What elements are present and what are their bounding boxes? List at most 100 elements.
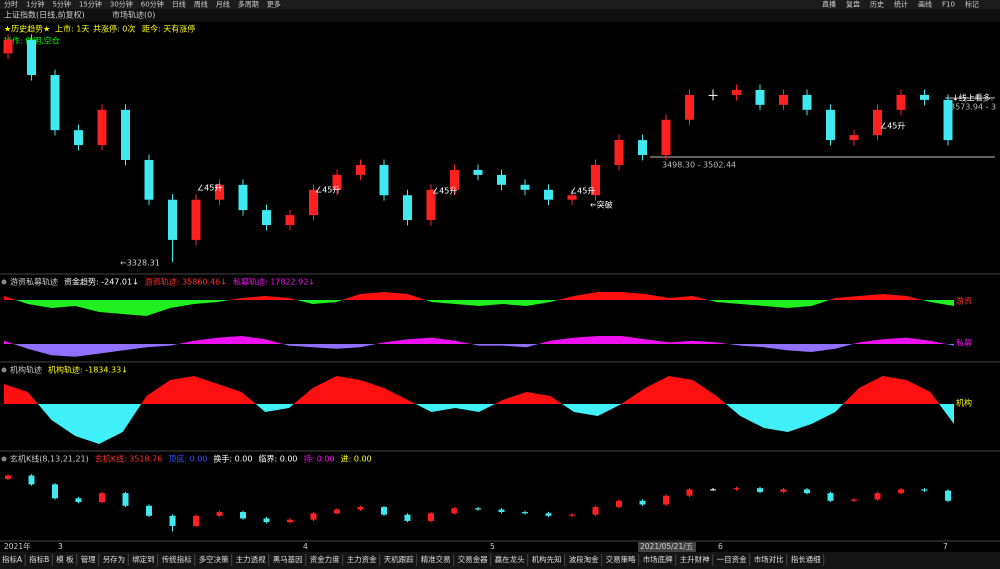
panel-icon	[1, 367, 7, 373]
period-button[interactable]: 日线	[172, 0, 186, 9]
period-button[interactable]: 多周期	[238, 0, 259, 9]
candle-body	[591, 164, 600, 196]
tab[interactable]: 市场轨迹(0)	[112, 10, 155, 20]
candle-body	[567, 195, 577, 200]
candle-body	[356, 164, 365, 175]
period-button[interactable]: 更多	[267, 0, 281, 9]
series-label: 机构	[956, 398, 972, 408]
candle-body	[287, 519, 293, 523]
candle-body	[849, 135, 859, 141]
indicator-tab[interactable]: 波段淘金	[569, 554, 599, 564]
candle-body	[896, 94, 906, 110]
tool-button[interactable]: 画线	[918, 0, 932, 9]
indicator-tab[interactable]: 指长通细	[791, 554, 821, 564]
period-button[interactable]: 月线	[216, 0, 230, 9]
indicator-tab[interactable]: 主升财神	[680, 554, 710, 564]
period-button[interactable]: 周线	[194, 0, 208, 9]
info: ★历史趋势★	[4, 24, 50, 34]
indicator-tab[interactable]: 主力透视	[236, 554, 266, 564]
panel-name: 游资私募轨迹	[10, 277, 58, 287]
area-positive	[4, 376, 954, 404]
candle-body	[334, 509, 340, 514]
indicator-tab[interactable]: 黑马基因	[273, 554, 303, 564]
period-button[interactable]: 5分钟	[52, 0, 70, 9]
candle-body	[945, 490, 951, 501]
period-button[interactable]: 60分钟	[141, 0, 164, 9]
tool-button[interactable]: 直播	[822, 0, 836, 9]
indicator-tab[interactable]: 管理	[81, 554, 96, 564]
indicator-tab[interactable]: 指标B	[29, 554, 49, 564]
indicator-tab[interactable]: 精准交易	[421, 554, 451, 564]
indicator-tab[interactable]: 另存为	[103, 554, 126, 564]
annotation: ∠45升	[432, 187, 457, 196]
tool-button[interactable]: 标记	[965, 0, 979, 9]
area-negative	[4, 344, 954, 357]
candle-body	[475, 508, 481, 510]
annotation: ∠45升	[315, 186, 340, 195]
tool-button[interactable]: F10	[942, 1, 955, 9]
candle-body	[710, 489, 716, 491]
candle-body	[921, 489, 928, 491]
period-button[interactable]: 15分钟	[79, 0, 102, 9]
tool-button[interactable]: 复盘	[846, 0, 860, 9]
candle-body	[920, 94, 929, 100]
candle-body	[780, 489, 787, 492]
indicator-tab[interactable]: 机构先知	[532, 554, 562, 564]
indicator-tab[interactable]: 天机跟踪	[384, 554, 414, 564]
tool-button[interactable]: 历史	[870, 0, 884, 9]
panel-icon	[1, 279, 7, 285]
indicator-tab[interactable]: 指标A	[2, 554, 23, 564]
candle-body	[27, 39, 36, 76]
panel-name: 玄机K线(8,13,21,21)	[10, 454, 89, 464]
indicator-tab[interactable]: 交易金器	[458, 554, 488, 564]
annotation: ∠45升	[197, 184, 222, 193]
candle-body	[757, 488, 763, 492]
period-button[interactable]: 30分钟	[110, 0, 133, 9]
indicator-tab[interactable]: 一目资金	[717, 554, 747, 564]
indicator-tab[interactable]: 市场对比	[754, 554, 784, 564]
candle-body	[569, 514, 575, 516]
panel-value: 资金趋势: -247.01↓	[64, 277, 139, 287]
series-label: 游资	[956, 296, 972, 306]
candle-body	[520, 184, 530, 190]
indicator-tab[interactable]: 市场底牌	[643, 554, 673, 564]
indicator-tab[interactable]: 绑定到	[132, 554, 155, 564]
candle-body	[663, 495, 669, 505]
indicator-tab[interactable]: 赢在龙头	[495, 554, 525, 564]
candle-body	[379, 164, 389, 196]
candle-body	[5, 475, 11, 479]
candle-body	[638, 140, 647, 156]
annotation: ↓线上看多.	[952, 93, 993, 103]
indicator-tab[interactable]: 交易策略	[606, 554, 636, 564]
indicator-tab[interactable]: 资金力度	[310, 554, 340, 564]
panel-value: 临界: 0.00	[258, 454, 297, 464]
period-button[interactable]: 1分钟	[26, 0, 44, 9]
area-negative	[4, 300, 954, 316]
candle-body	[285, 215, 295, 226]
indicator-tab[interactable]: 多空决策	[199, 554, 229, 564]
candle-body	[310, 513, 317, 520]
info: 距今: 天有涨停	[142, 24, 195, 34]
candle-body	[168, 199, 177, 240]
tool-button[interactable]: 统计	[894, 0, 908, 9]
candle-body	[733, 488, 740, 490]
indicator-tab[interactable]: 传统指标	[162, 554, 192, 564]
candle-body	[97, 109, 107, 146]
panel-icon	[1, 456, 7, 462]
candle-body	[802, 94, 812, 110]
candle-body	[216, 512, 223, 516]
indicator-tab[interactable]: 模 板	[56, 554, 74, 564]
x-axis-label: 2021年	[4, 541, 31, 551]
candle-body	[898, 489, 904, 494]
candle-body	[381, 507, 387, 515]
period-button[interactable]: 分时	[4, 0, 18, 9]
panel-value: 玄机K线: 3518.76	[95, 454, 163, 464]
candle-body	[122, 493, 129, 506]
candle-body	[75, 498, 82, 503]
candle-body	[74, 130, 83, 146]
candle-body	[874, 493, 881, 500]
indicator-tab[interactable]: 主力资金	[347, 554, 377, 564]
candle-body	[779, 94, 788, 105]
